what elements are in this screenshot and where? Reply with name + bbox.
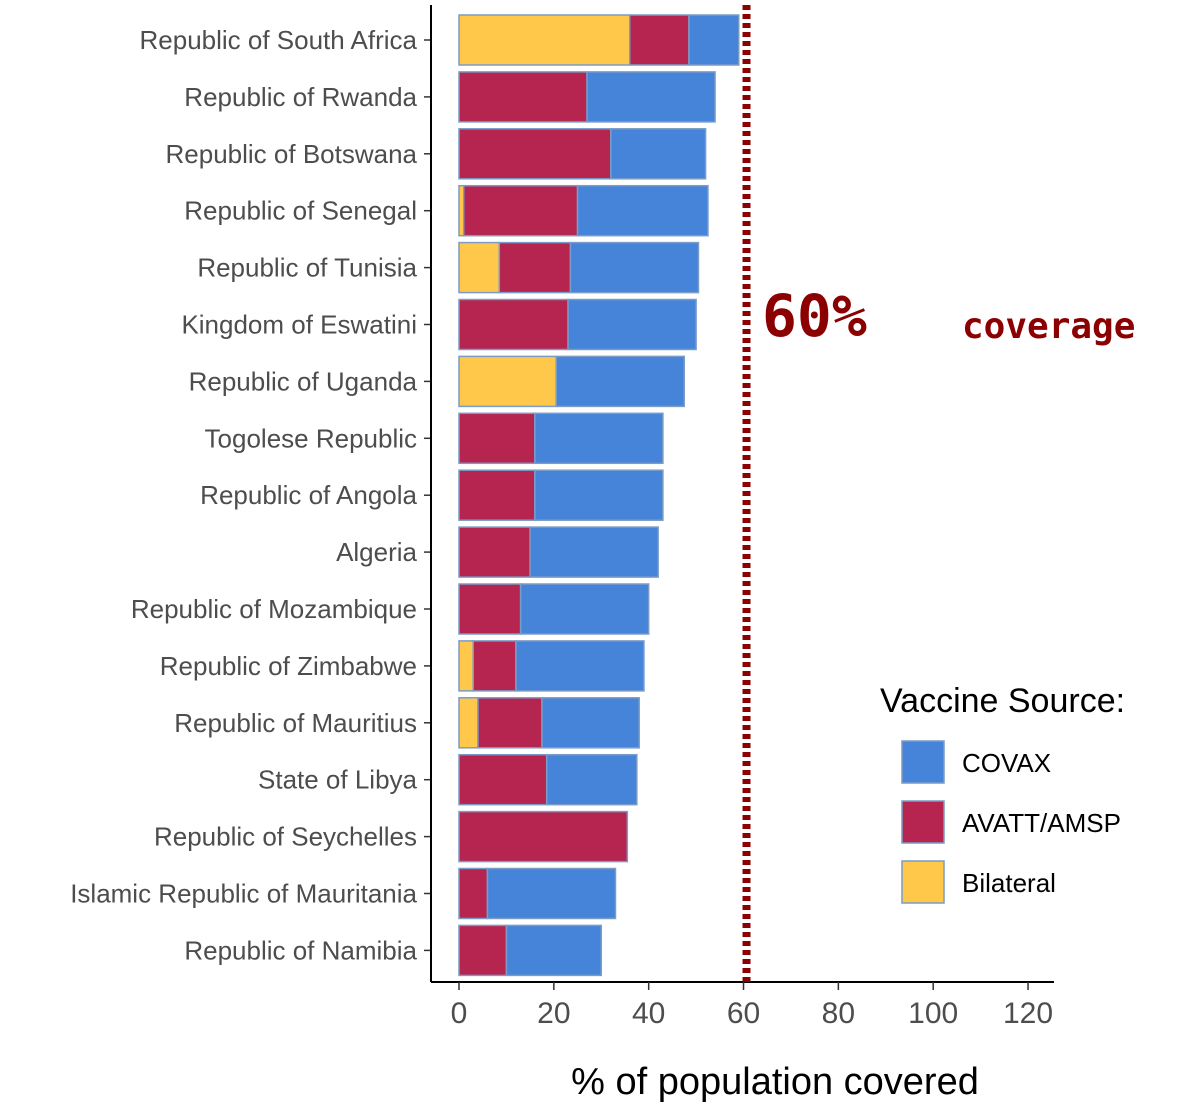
category-label: Togolese Republic [205,423,417,453]
bar-segment-avatt-amsp [458,469,536,521]
bar-segment-covax [534,412,664,465]
legend-title: Vaccine Source: [880,682,1125,720]
bar-segment-avatt-amsp [458,924,508,977]
bar-segment-avatt-amsp [458,298,569,351]
legend-label: AVATT/AMSP [962,808,1121,838]
bar-segment-covax [586,71,716,123]
category-label: Republic of Rwanda [184,82,417,112]
category-label: Republic of Mauritius [174,708,417,738]
legend: Vaccine Source: COVAX AVATT/AMSP Bilateral [880,682,1125,904]
x-axis-ticks: 0 20 40 60 80 100 120 [451,982,1053,1030]
bar-segment-avatt-amsp [477,697,543,749]
bar-segment-avatt-amsp [458,526,531,578]
axes-layer [424,5,1054,983]
x-tick-label: 120 [1003,997,1053,1030]
category-label: Republic of Uganda [189,366,418,396]
bar-segment-avatt-amsp [472,640,517,692]
bar-segment-covax [688,14,740,66]
x-tick-label: 0 [451,997,468,1030]
bar-segment-covax [576,184,709,237]
bar-segment-avatt-amsp [458,128,612,180]
category-label: Islamic Republic of Mauritania [70,879,417,909]
x-tick-label: 100 [908,997,958,1030]
category-label: Kingdom of Eswatini [181,310,417,340]
category-label: Republic of Namibia [184,935,417,965]
bar-segment-bilateral [458,697,479,749]
bar-segment-bilateral [458,355,557,408]
bar-segment-avatt-amsp [458,810,629,863]
bar-segment-avatt-amsp [458,753,548,806]
bar-segment-covax [534,469,664,521]
legend-key [901,860,945,904]
bar-segment-avatt-amsp [458,71,588,123]
bar-segment-covax [541,697,640,749]
category-labels: Republic of South Africa Republic of Rwan… [70,25,417,965]
bar-segment-covax [529,526,659,578]
legend-label: Bilateral [962,868,1056,898]
legend-label: COVAX [962,748,1051,778]
category-label: Republic of Seychelles [154,822,417,852]
x-tick-label: 40 [632,997,665,1030]
bar-segment-avatt-amsp [458,583,522,635]
category-label: Republic of Mozambique [131,594,417,624]
bar-segment-covax [569,241,700,294]
x-tick-label: 20 [537,997,570,1030]
category-label: Republic of Senegal [184,196,417,226]
bar-segment-covax [609,128,707,180]
legend-key [901,800,945,844]
bar-segment-avatt-amsp [498,241,572,294]
category-label: Republic of Tunisia [197,253,417,283]
bar-segment-covax [519,583,650,635]
x-tick-label: 80 [822,997,855,1030]
x-axis-title: % of population covered [571,1061,979,1103]
bar-segment-avatt-amsp [628,14,690,66]
bar-segment-bilateral [458,640,474,692]
x-tick-label: 60 [727,997,760,1030]
reference-line-value: 60% [762,282,867,350]
legend-key [901,740,945,784]
bar-segment-avatt-amsp [458,867,489,920]
bar-segment-covax [486,867,617,920]
bar-segment-bilateral [458,14,631,66]
bar-segment-covax [505,924,603,977]
bar-segment-avatt-amsp [462,184,579,237]
bar-segment-bilateral [458,241,501,294]
bars-layer [458,14,740,977]
bar-segment-covax [515,640,645,692]
bar-segment-covax [545,753,638,806]
category-label: Republic of Angola [200,480,417,510]
bar-segment-avatt-amsp [458,412,536,465]
bar-segment-covax [555,355,685,408]
reference-line-label: coverage [962,306,1135,347]
category-label: State of Libya [258,765,418,795]
category-label: Algeria [336,537,417,567]
category-label: Republic of Botswana [166,139,418,169]
category-label: Republic of Zimbabwe [160,651,417,681]
bar-segment-covax [567,298,697,351]
category-label: Republic of South Africa [140,25,418,55]
